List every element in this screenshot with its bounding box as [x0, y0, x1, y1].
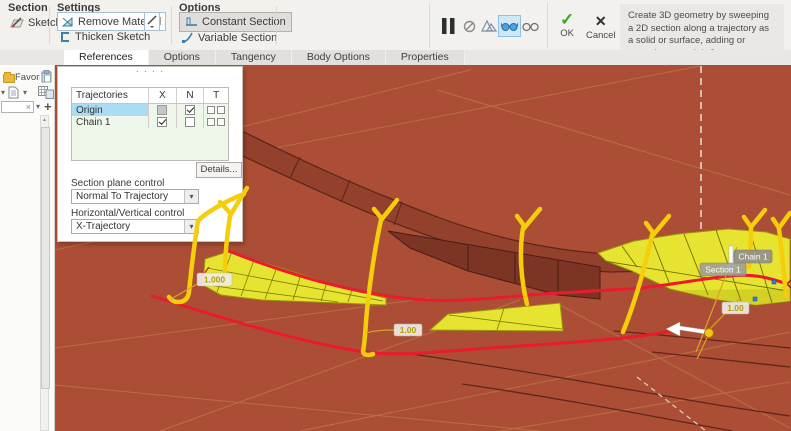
group-title-settings: Settings — [57, 2, 101, 14]
horizontal-vertical-dropdown[interactable]: X-Trajectory ▾ — [71, 219, 199, 234]
tree-filter-input[interactable]: × — [1, 101, 34, 113]
glasses-button[interactable] — [522, 20, 539, 32]
ok-button[interactable]: ✓ OK — [560, 11, 574, 39]
document-icon[interactable] — [8, 86, 19, 99]
section-plane-label: Section plane control — [71, 178, 165, 189]
add-button[interactable]: + — [44, 99, 52, 114]
chain1-x-checkbox[interactable] — [157, 117, 168, 127]
section-plane-dropdown[interactable]: Normal To Trajectory ▾ — [71, 189, 199, 204]
recess-edges — [467, 246, 559, 295]
thicken-sketch-icon — [61, 32, 69, 42]
mesh-preview-button[interactable] — [481, 19, 497, 33]
col-n: N — [177, 88, 205, 103]
thicken-sketch-button[interactable]: Thicken Sketch — [59, 31, 150, 43]
references-panel: · · · · Trajectories X N T Origin Ch — [57, 66, 243, 242]
filter-dropdown-arrow[interactable]: ▾ — [36, 102, 41, 111]
cancel-label: Cancel — [586, 30, 616, 41]
trajectories-table: Trajectories X N T Origin Chain 1 — [71, 87, 229, 161]
col-trajectories: Trajectories — [72, 88, 150, 103]
chain1-t1-checkbox[interactable] — [207, 118, 216, 126]
thicken-sketch-label: Thicken Sketch — [75, 31, 151, 43]
cancel-button[interactable]: ✕ Cancel — [586, 11, 616, 41]
no-preview-button[interactable] — [463, 20, 476, 33]
variable-section-label: Variable Section — [198, 32, 278, 44]
ribbon-separator — [276, 6, 277, 44]
ok-label: OK — [560, 28, 574, 39]
sketch-button[interactable]: Sketch — [10, 16, 62, 30]
variable-section-button[interactable]: Variable Section — [181, 32, 277, 44]
ribbon-separator — [547, 3, 548, 48]
scrollbar-thumb[interactable] — [41, 127, 50, 389]
table-row-origin[interactable]: Origin — [72, 104, 228, 116]
dashboard-tabbar: References Options Tangency Body Options… — [0, 50, 791, 65]
chain1-t2-checkbox[interactable] — [217, 118, 226, 126]
favorites-folder-icon — [3, 72, 15, 83]
col-t: T — [213, 90, 220, 101]
tab-tangency[interactable]: Tangency — [215, 50, 292, 65]
remove-material-icon — [62, 16, 73, 26]
scroll-up-icon[interactable]: ▲ — [42, 117, 47, 123]
chevron-down-icon[interactable]: ▾ — [184, 190, 198, 203]
constant-section-icon — [186, 17, 197, 26]
ribbon-separator — [171, 6, 172, 44]
glasses-filled-icon — [501, 22, 518, 31]
paste-icon[interactable] — [40, 70, 53, 83]
variable-section-icon — [181, 32, 193, 43]
sketch-icon — [10, 17, 24, 28]
cancel-x-icon: ✕ — [594, 13, 607, 29]
group-title-options: Options — [179, 2, 221, 14]
ribbon: Section Sketch Settings Remove Material — [0, 0, 791, 73]
origin-t1-checkbox[interactable] — [207, 106, 216, 114]
chain1-n-checkbox[interactable] — [184, 117, 195, 127]
origin-n-checkbox[interactable] — [184, 105, 195, 115]
sidebar-scrollbar[interactable]: ▲ — [40, 115, 50, 431]
table-header: Trajectories X N T — [72, 88, 228, 104]
horizontal-vertical-value: X-Trajectory — [76, 221, 131, 232]
panel-drag-handle[interactable]: · · · · — [135, 66, 165, 77]
section-plane-value: Normal To Trajectory — [76, 191, 169, 202]
origin-x-checkbox[interactable] — [157, 105, 168, 115]
flip-direction-icon — [147, 15, 157, 28]
ribbon-separator — [49, 6, 50, 44]
remove-material-button[interactable]: Remove Material — [57, 12, 167, 31]
chain-trajectory-curve[interactable] — [150, 294, 686, 356]
tree-collapse-arrow[interactable]: ▾ — [1, 88, 6, 97]
model-tree-sidebar: Favori ▾ ▾ × ▾ + ▲ — [0, 65, 55, 431]
table-row-chain1[interactable]: Chain 1 — [72, 116, 228, 128]
favorites-label: Favori — [15, 72, 40, 83]
pause-button[interactable] — [441, 17, 456, 35]
clear-icon[interactable]: × — [25, 102, 31, 112]
document-dropdown-arrow[interactable]: ▾ — [23, 88, 28, 97]
tab-options[interactable]: Options — [148, 50, 216, 65]
attached-preview-button[interactable] — [498, 15, 521, 37]
table-body: Origin Chain 1 — [72, 104, 228, 160]
tab-properties[interactable]: Properties — [385, 50, 465, 65]
origin-t2-checkbox[interactable] — [217, 106, 226, 114]
remove-material-flip-button[interactable] — [144, 12, 160, 31]
row-origin-name[interactable]: Origin — [72, 104, 150, 116]
tab-references[interactable]: References — [64, 50, 149, 65]
details-button[interactable]: Details... — [196, 162, 242, 178]
remove-material-label: Remove Material — [78, 15, 162, 28]
row-chain1-name[interactable]: Chain 1 — [72, 116, 150, 128]
group-title-section: Section — [8, 2, 48, 14]
tab-body-options[interactable]: Body Options — [291, 50, 386, 65]
chevron-down-icon[interactable]: ▾ — [184, 220, 198, 233]
ok-check-icon: ✓ — [560, 10, 575, 29]
constant-section-label: Constant Section — [202, 16, 286, 28]
constant-section-button[interactable]: Constant Section — [179, 12, 292, 32]
highlight-patch-middle[interactable] — [428, 302, 564, 332]
sketch-label: Sketch — [28, 17, 62, 29]
col-x: X — [149, 88, 177, 103]
grid-view-icon[interactable] — [38, 86, 54, 99]
datum-dashed-diagonal — [636, 376, 707, 431]
horizontal-vertical-label: Horizontal/Vertical control — [71, 208, 185, 219]
ribbon-separator — [429, 3, 430, 48]
